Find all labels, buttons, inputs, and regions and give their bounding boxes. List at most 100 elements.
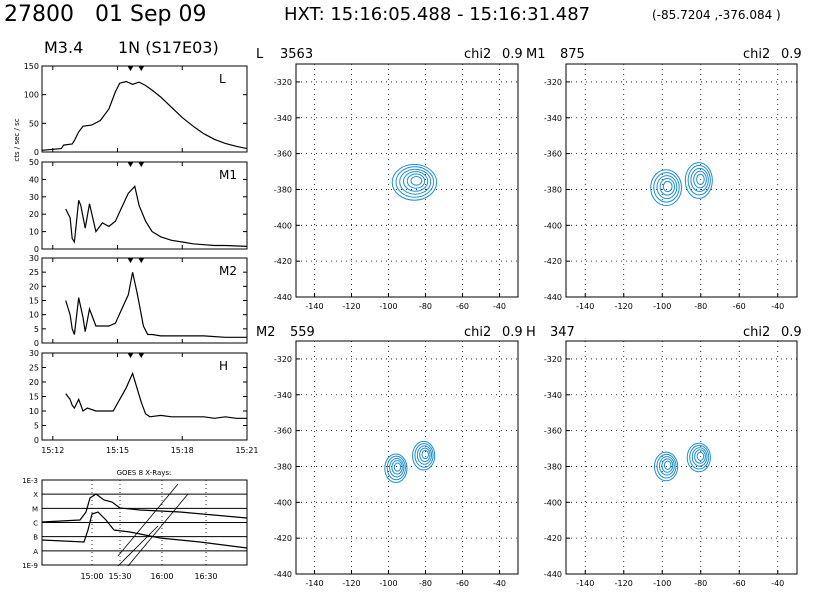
hxt-image-m1-counts: 875 [560,47,585,62]
y-tick-label: 20 [29,282,39,291]
image-x-tick-label: -80 [419,302,432,311]
hxt-image-l-source-1-contour [399,168,432,195]
hxt-image-m1-channel-label: M1 [526,47,546,62]
y-tick-label: 10 [29,228,39,237]
image-y-tick-label: -420 [544,534,562,543]
y-tick-label: 5 [34,325,39,334]
hxt-image-l-chi-value: 0.9 [502,47,523,62]
image-y-tick-label: -360 [274,150,292,159]
image-y-tick-label: -440 [274,293,292,302]
y-tick-label: 10 [29,407,39,416]
goes-class: M3.4 [44,38,84,57]
y-tick-label: 40 [29,175,39,184]
y-tick-label: 0 [34,339,39,348]
hxt-image-m1-source-1-contour [653,172,680,203]
hxt-image-m2-frame [295,340,519,575]
image-x-tick-label: -60 [733,579,746,588]
image-x-tick-label: -60 [456,302,469,311]
y-tick-label: 15 [29,297,39,306]
image-y-tick-label: -320 [274,355,292,364]
image-y-tick-label: -400 [544,221,562,230]
image-y-tick-label: -400 [274,498,292,507]
goes-long-channel-curve [41,493,248,523]
x-tick-label: 15:15 [106,446,129,455]
goes-y-label: C [33,520,38,528]
hxt-image-m2-source-1-contour [393,462,402,472]
image-y-tick-label: -440 [544,570,562,579]
time-marker-triangle [138,353,145,358]
image-x-tick-label: -100 [379,302,397,311]
image-x-tick-label: -140 [305,302,323,311]
image-y-tick-label: -360 [274,427,292,436]
x-tick-label: 15:21 [235,446,258,455]
light-curve-series-m2 [65,272,247,338]
light-curve-label-m1: M1 [219,168,237,182]
goes-x-tick-label: 16:00 [150,572,173,581]
goes-title: GOES 8 X-Rays: [117,469,172,477]
hxt-image-l-chi-label: chi2 [464,47,491,62]
image-y-tick-label: -440 [544,293,562,302]
hxt-image-h-source-2-contour [686,442,711,473]
y-tick-label: 5 [34,422,39,431]
hxt-image-m1-chi-label: chi2 [743,47,770,62]
hxt-image-h-source-2-contour [691,447,708,467]
hxt-image-m2-source-2-contour [414,443,434,468]
light-curve-label-h: H [219,359,228,373]
image-x-tick-label: -120 [342,579,360,588]
image-y-tick-label: -340 [544,391,562,400]
image-x-tick-label: -60 [456,579,469,588]
image-x-tick-label: -100 [653,579,671,588]
hxt-image-l-source-1-contour [403,171,429,192]
image-y-tick-label: -400 [544,498,562,507]
y-tick-label: 15 [29,393,39,402]
time-marker-triangle [138,258,145,263]
x-tick-label: 15:18 [171,446,194,455]
y-tick-label: 50 [29,158,39,167]
image-y-tick-label: -360 [544,150,562,159]
y-tick-label: 150 [24,62,39,71]
image-y-tick-label: -380 [274,462,292,471]
goes-x-tick-label: 16:30 [194,572,217,581]
light-curve-series-l [41,80,248,151]
image-y-tick-label: -380 [544,185,562,194]
hxt-time-range: HXT: 15:16:05.488 - 15:16:31.487 [284,4,591,25]
hxt-image-h-source-1-contour [661,458,674,473]
hxt-image-m2-source-2-contour [419,447,431,463]
image-x-tick-label: -40 [771,579,784,588]
image-x-tick-label: -140 [305,579,323,588]
light-curve-frame-m1 [41,161,248,250]
image-x-tick-label: -100 [653,302,671,311]
hxt-image-l-source-1-contour [406,173,426,189]
image-y-tick-label: -340 [544,114,562,123]
hxt-image-m2-source-2-contour [412,440,436,471]
goes-diagonal-marker [117,483,179,557]
image-y-tick-label: -320 [274,78,292,87]
y-tick-label: 100 [24,91,39,100]
hxt-image-h-chi-value: 0.9 [781,325,802,340]
image-x-tick-label: -140 [576,302,594,311]
image-x-tick-label: -120 [342,302,360,311]
header-title-line: 27800 01 Sep 09 [4,2,206,27]
y-tick-label: 30 [29,254,39,263]
image-y-tick-label: -380 [274,185,292,194]
hxt-image-m1-source-1-contour [650,169,682,207]
image-x-tick-label: -80 [694,579,707,588]
y-tick-label: 30 [29,349,39,358]
x-tick-label: 15:12 [41,446,64,455]
image-x-tick-label: -120 [615,302,633,311]
hxt-image-m1-source-2-contour [690,167,709,192]
time-marker-triangle [138,162,145,167]
hxt-image-m1-source-2-contour [687,165,711,196]
hxt-image-h-source-1-contour [654,451,679,482]
hxt-image-m2-source-2-contour [416,445,433,465]
hxt-image-m1-source-2-contour [684,162,713,199]
hxt-image-m2-source-1-contour [386,455,406,481]
time-marker-triangle [127,66,134,71]
hxt-image-l-channel-label: L [256,47,264,62]
light-curve-series-h [65,371,247,419]
image-x-tick-label: -80 [694,302,707,311]
y-tick-label: 0 [34,436,39,445]
image-x-tick-label: -60 [733,302,746,311]
